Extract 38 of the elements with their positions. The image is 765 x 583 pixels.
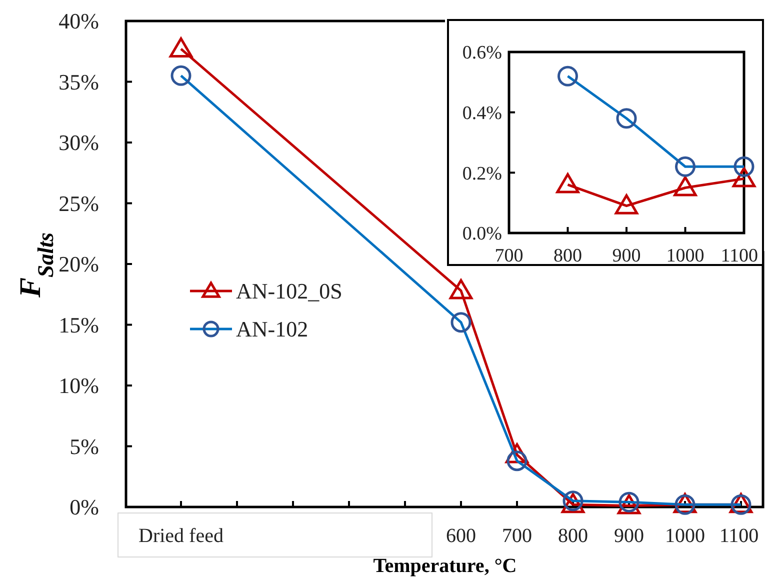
point (614, 194, 638, 214)
point (674, 176, 697, 196)
y-tick-label: 20% (58, 252, 99, 277)
y-tick-label: 0.0% (462, 224, 502, 245)
y-tick-label: 10% (58, 373, 99, 398)
legend-label: AN-102_0S (236, 278, 342, 304)
point (170, 65, 192, 86)
y-tick-label: 25% (58, 190, 99, 216)
y-tick-label: 0.2% (462, 163, 502, 184)
y-tick-label: 40% (58, 8, 99, 34)
point (616, 108, 637, 129)
x-tick-label: 1100 (719, 525, 759, 547)
x-tick-label: 600 (446, 525, 476, 547)
x-tick-label: 1000 (665, 525, 705, 547)
point (449, 279, 473, 300)
x-tick-label: 900 (614, 525, 644, 547)
x-tick-label: 1100 (720, 246, 758, 267)
point (558, 66, 578, 86)
x-tick-label: Dried feed (138, 525, 224, 547)
y-tick-label: 0.6% (462, 42, 502, 64)
point (675, 156, 696, 177)
y-tick-label: 30% (58, 130, 99, 156)
legend-label: AN-102 (236, 316, 308, 342)
x-axis-title: Temperature, °C (373, 555, 517, 577)
y-tick-label: 0.4% (462, 102, 502, 124)
x-tick-label: 1000 (666, 246, 704, 267)
x-tick-label: 700 (494, 246, 524, 267)
point (169, 37, 193, 58)
y-tick-label: 15% (58, 312, 99, 338)
x-tick-label: 800 (554, 246, 582, 267)
y-tick-label: 35% (58, 69, 99, 94)
x-tick-label: 900 (612, 246, 641, 267)
y-tick-label: 0% (70, 494, 99, 520)
point (450, 312, 472, 333)
point (556, 173, 580, 194)
x-tick-label: 700 (502, 525, 532, 547)
y-tick-label: 5% (70, 434, 99, 459)
x-tick-label: 800 (558, 525, 588, 547)
